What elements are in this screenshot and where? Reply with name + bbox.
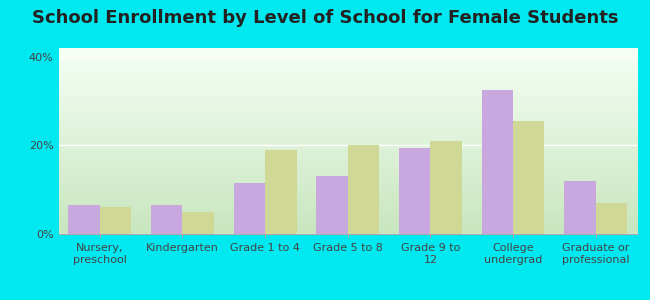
Bar [317, 176, 348, 234]
Bar [234, 183, 265, 234]
Bar [100, 207, 131, 234]
Bar [564, 181, 595, 234]
Text: School Enrollment by Level of School for Female Students: School Enrollment by Level of School for… [32, 9, 618, 27]
Bar [151, 205, 183, 234]
Bar [430, 141, 461, 234]
Bar [68, 205, 100, 234]
Bar [482, 90, 513, 234]
Bar [513, 121, 545, 234]
Bar [595, 203, 627, 234]
Bar [183, 212, 214, 234]
Bar [348, 146, 379, 234]
Bar [399, 148, 430, 234]
Bar [265, 150, 296, 234]
